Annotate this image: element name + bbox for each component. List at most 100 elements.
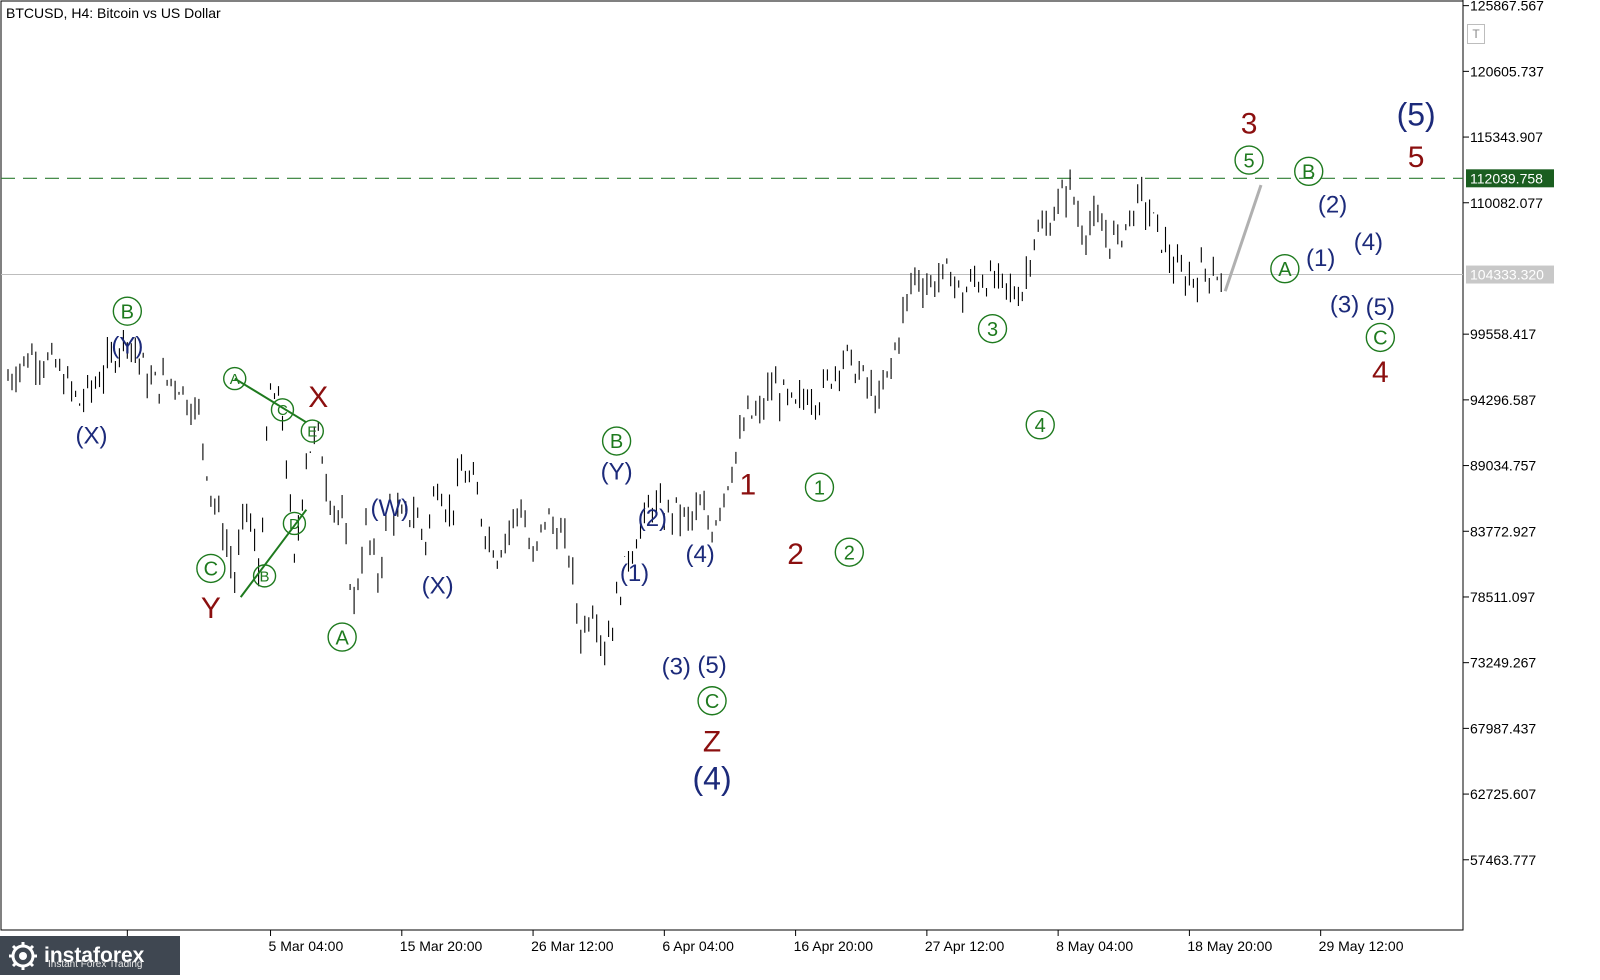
- wave-label-41: (5): [1397, 96, 1436, 132]
- wave-label-circle: [112, 296, 143, 326]
- wave-label-circle: [1025, 410, 1055, 440]
- wave-label-35: (1): [1306, 245, 1335, 272]
- y-tick-label: 78511.097: [1470, 589, 1535, 605]
- y-tick-label: 89034.757: [1470, 458, 1536, 474]
- wave-label-text: (4): [693, 761, 732, 797]
- wave-label-text: C: [1373, 328, 1387, 350]
- wave-label-1: B: [112, 296, 143, 326]
- projection-line: [1223, 184, 1263, 292]
- wave-label-text: 3: [1241, 107, 1258, 140]
- brand-name: instaforex: [44, 943, 145, 967]
- x-tick-label: 8 May 04:00: [1056, 938, 1133, 954]
- wave-label-text: (3): [662, 653, 691, 680]
- price-tag-label: 104333.320: [1470, 267, 1544, 283]
- price-bars: [7, 169, 1222, 666]
- y-tick-label: 115343.907: [1470, 129, 1543, 145]
- wave-label-24: 1: [740, 468, 757, 501]
- wave-label-6: C: [270, 398, 295, 422]
- wave-label-3: C: [196, 553, 226, 584]
- wave-label-text: D: [289, 516, 300, 533]
- wave-label-text: 2: [787, 538, 804, 571]
- wave-label-circle: [1234, 145, 1264, 175]
- wave-label-0: (Y): [111, 333, 143, 360]
- wave-label-circle: [1270, 254, 1300, 284]
- wave-label-text: A: [230, 371, 240, 388]
- wave-label-text: (2): [1318, 191, 1347, 218]
- wave-label-22: Z: [703, 726, 721, 759]
- wave-label-text: (X): [422, 572, 454, 599]
- wave-label-9: D: [282, 511, 307, 536]
- wave-label-7: X: [308, 381, 328, 414]
- wave-label-16: (2): [638, 505, 667, 532]
- triangle-lines: [234, 377, 308, 598]
- wave-label-10: B: [252, 564, 277, 588]
- wave-label-text: 5: [1244, 150, 1255, 172]
- x-tick-label: 6 Apr 04:00: [662, 938, 734, 954]
- wave-label-text: B: [260, 568, 270, 585]
- wave-label-21: C: [697, 686, 727, 716]
- wave-label-text: (Y): [601, 459, 633, 486]
- wave-label-38: (5): [1366, 294, 1395, 321]
- wave-label-15: (Y): [601, 459, 633, 486]
- x-tick-label: 18 May 20:00: [1187, 938, 1272, 954]
- brand-tagline: Instant Forex Trading: [48, 959, 143, 970]
- triangle-line-2: [239, 509, 308, 598]
- wave-label-text: 1: [740, 468, 757, 501]
- wave-label-8: E: [300, 419, 324, 443]
- y-tick-label: 67987.437: [1470, 720, 1536, 736]
- wave-label-text: (1): [620, 560, 649, 587]
- wave-label-circle: [252, 564, 277, 588]
- wave-label-11: A: [327, 622, 357, 652]
- wave-label-4: Y: [201, 592, 221, 625]
- wave-label-text: A: [335, 627, 349, 649]
- wave-label-text: Z: [703, 726, 721, 759]
- wave-label-text: (5): [1366, 294, 1395, 321]
- wave-label-text: A: [1278, 259, 1292, 281]
- wave-label-30: 3: [1241, 107, 1258, 140]
- wave-label-text: 1: [814, 477, 825, 499]
- wave-label-20: (5): [697, 652, 726, 679]
- wave-label-32: B: [1294, 156, 1324, 187]
- wave-label-circle: [270, 398, 295, 422]
- x-tick-label: 15 Mar 20:00: [400, 938, 483, 954]
- wave-label-text: (4): [685, 541, 714, 568]
- chart-title: BTCUSD, H4: Bitcoin vs US Dollar: [6, 5, 221, 21]
- wave-label-12: (W): [371, 495, 410, 522]
- wave-label-circle: [282, 511, 307, 536]
- wave-label-39: C: [1365, 322, 1396, 353]
- wave-label-13: (X): [422, 572, 454, 599]
- y-tick-label: 120605.737: [1470, 63, 1544, 79]
- wave-label-40: 4: [1372, 356, 1389, 389]
- tile-button[interactable]: T: [1467, 24, 1485, 44]
- wave-label-circle: [804, 472, 835, 502]
- wave-label-23: (4): [693, 761, 732, 797]
- wave-label-text: (5): [697, 652, 726, 679]
- wave-label-17: (1): [620, 560, 649, 587]
- price-series: [7, 169, 1222, 666]
- price-tag-box: [1466, 169, 1554, 188]
- wave-label-18: (4): [685, 541, 714, 568]
- wave-label-33: A: [1270, 254, 1300, 284]
- wave-label-37: (3): [1330, 291, 1359, 318]
- y-tick-label: 99558.417: [1470, 326, 1536, 342]
- wave-label-36: (4): [1354, 229, 1383, 256]
- wave-label-2: (X): [76, 422, 108, 449]
- price-tag-label: 112039.758: [1470, 170, 1543, 186]
- price-tags: 112039.758 104333.320: [1466, 169, 1554, 284]
- wave-label-27: 2: [834, 537, 864, 567]
- wave-label-text: B: [1302, 162, 1315, 184]
- gear-icon: [8, 941, 38, 971]
- wave-label-text: B: [121, 301, 134, 323]
- wave-label-circle: [977, 313, 1008, 344]
- wave-label-circle: [1294, 156, 1324, 187]
- y-tick-label: 57463.777: [1470, 852, 1536, 868]
- x-tick-label: 27 Apr 12:00: [925, 938, 1005, 954]
- wave-label-text: (4): [1354, 229, 1383, 256]
- y-tick-label: 73249.267: [1470, 655, 1536, 671]
- wave-label-text: C: [705, 691, 719, 713]
- triangle-line-1: [234, 377, 307, 424]
- wave-label-text: 5: [1408, 141, 1425, 174]
- y-tick-label: 94296.587: [1470, 392, 1536, 408]
